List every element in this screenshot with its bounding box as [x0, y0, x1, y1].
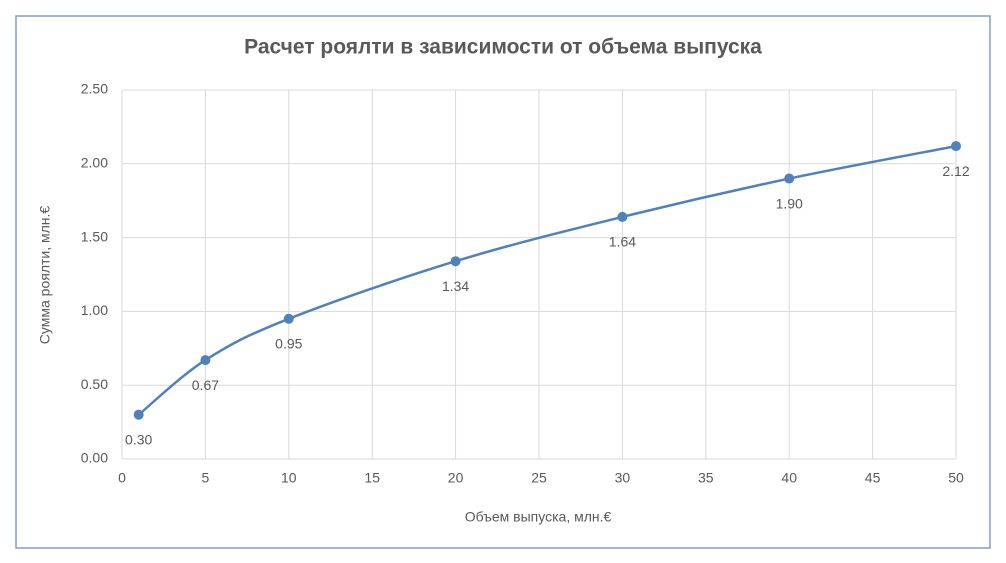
y-tick-label: 1.50	[81, 228, 108, 244]
data-label: 1.90	[776, 195, 803, 211]
y-tick-label: 0.00	[81, 450, 108, 466]
x-tick-label: 15	[364, 470, 380, 486]
data-point	[617, 211, 628, 222]
x-tick-label: 45	[865, 470, 881, 486]
data-point	[283, 313, 294, 324]
chart-title: Расчет роялти в зависимости от объема вы…	[244, 36, 762, 59]
x-tick-label: 30	[615, 470, 631, 486]
x-tick-label: 25	[531, 470, 547, 486]
x-axis-label: Объем выпуска, млн.€	[465, 509, 612, 525]
data-point	[450, 256, 461, 267]
data-point	[951, 141, 961, 152]
x-tick-label: 35	[698, 470, 714, 486]
x-tick-label: 20	[448, 470, 464, 486]
data-label: 2.12	[942, 163, 969, 179]
y-tick-label: 2.00	[81, 155, 108, 171]
x-tick-label: 0	[118, 470, 126, 486]
data-point	[784, 173, 795, 184]
y-axis-label: Сумма роялти, млн.€	[37, 206, 53, 345]
x-tick-label: 50	[948, 470, 964, 486]
x-tick-label: 40	[781, 470, 797, 486]
x-tick-label: 5	[202, 470, 210, 486]
data-label: 0.67	[192, 377, 219, 393]
data-point	[133, 409, 144, 420]
chart-frame	[15, 15, 991, 549]
data-label: 1.64	[609, 234, 636, 250]
x-tick-label: 10	[281, 470, 297, 486]
y-tick-label: 0.50	[81, 376, 108, 392]
data-label: 1.34	[442, 278, 469, 294]
data-label: 0.95	[275, 335, 302, 351]
y-tick-label: 2.50	[81, 81, 108, 97]
y-tick-label: 1.00	[81, 302, 108, 318]
data-point	[200, 355, 211, 366]
data-label: 0.30	[125, 431, 152, 447]
